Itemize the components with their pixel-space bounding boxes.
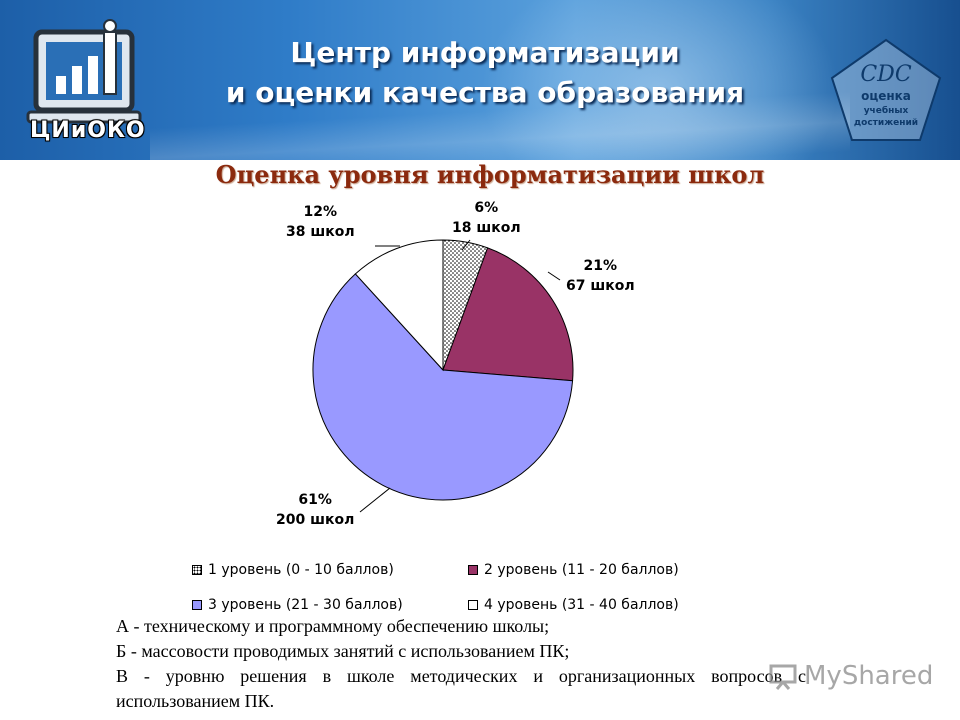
badge-line1: оценка [861, 89, 911, 103]
legend-label-4: 4 уровень (31 - 40 баллов) [484, 597, 679, 613]
note-b: Б - массовости проводимых занятий с испо… [116, 641, 570, 661]
note-a: А - техническому и программному обеспече… [116, 616, 550, 636]
pie-slice-4 [354, 239, 444, 372]
note-c: В - уровню решения в школе методических … [116, 666, 806, 711]
chart-title: Оценка уровня информатизации школ [215, 160, 765, 189]
slice-count-1: 18 школ [452, 220, 521, 236]
legend-swatch-3 [192, 600, 202, 610]
slice-percent-1: 6% [474, 200, 499, 216]
banner-glow [480, 0, 840, 160]
legend-swatch-2 [468, 565, 478, 575]
notes-block: А - техническому и программному обеспече… [116, 614, 806, 714]
slice-percent-4: 12% [303, 204, 338, 220]
legend-label-1: 1 уровень (0 - 10 баллов) [208, 562, 394, 578]
presentation-icon [769, 664, 797, 690]
watermark: MyShared [768, 656, 933, 696]
leader-line-3 [547, 271, 561, 281]
slice-percent-3: 61% [298, 492, 332, 508]
assessment-badge: СDС оценка учебных достижений [826, 36, 946, 146]
legend-swatch-4 [468, 600, 478, 610]
slice-label-4: 12% 38 школ [286, 202, 355, 242]
slice-count-4: 38 школ [286, 224, 355, 240]
leader-line-2 [461, 239, 471, 251]
legend-label-2: 2 уровень (11 - 20 баллов) [484, 562, 679, 578]
legend-item-4: 4 уровень (31 - 40 баллов) [468, 597, 679, 613]
legend-swatch-1 [192, 565, 202, 575]
header-title-line2: и оценки качества образования [225, 76, 745, 109]
slice-count-3: 200 школ [276, 512, 355, 528]
center-logo: ЦИиОКО [22, 18, 147, 153]
pie-slice-1 [442, 239, 489, 371]
slice-label-2: 21% 67 школ [566, 256, 635, 296]
computer-chart-icon [26, 19, 142, 124]
slice-label-3: 61% 200 школ [276, 490, 354, 530]
slice-label-1: 6% 18 школ [452, 198, 521, 238]
header-banner: ЦИиОКО Центр информатизации и оценки кач… [0, 0, 960, 160]
logo-code-text: ЦИиОКО [30, 118, 146, 143]
badge-line2: учебных [863, 106, 909, 116]
pie-slice-2 [442, 247, 574, 382]
pentagon-badge-icon [830, 38, 942, 141]
legend-label-3: 3 уровень (21 - 30 баллов) [208, 597, 403, 613]
legend-item-2: 2 уровень (11 - 20 баллов) [468, 562, 679, 578]
legend-item-3: 3 уровень (21 - 30 баллов) [192, 597, 403, 613]
badge-line3: достижений [853, 118, 919, 128]
watermark-text: MyShared [804, 661, 934, 691]
legend-item-1: 1 уровень (0 - 10 баллов) [192, 562, 394, 578]
slice-percent-2: 21% [583, 258, 618, 274]
slice-count-2: 67 школ [566, 278, 635, 294]
badge-letters: СDС [860, 62, 912, 87]
leader-line-4 [359, 487, 391, 513]
pie-slice-3 [312, 273, 574, 501]
header-title-line1: Центр информатизации [290, 36, 680, 69]
